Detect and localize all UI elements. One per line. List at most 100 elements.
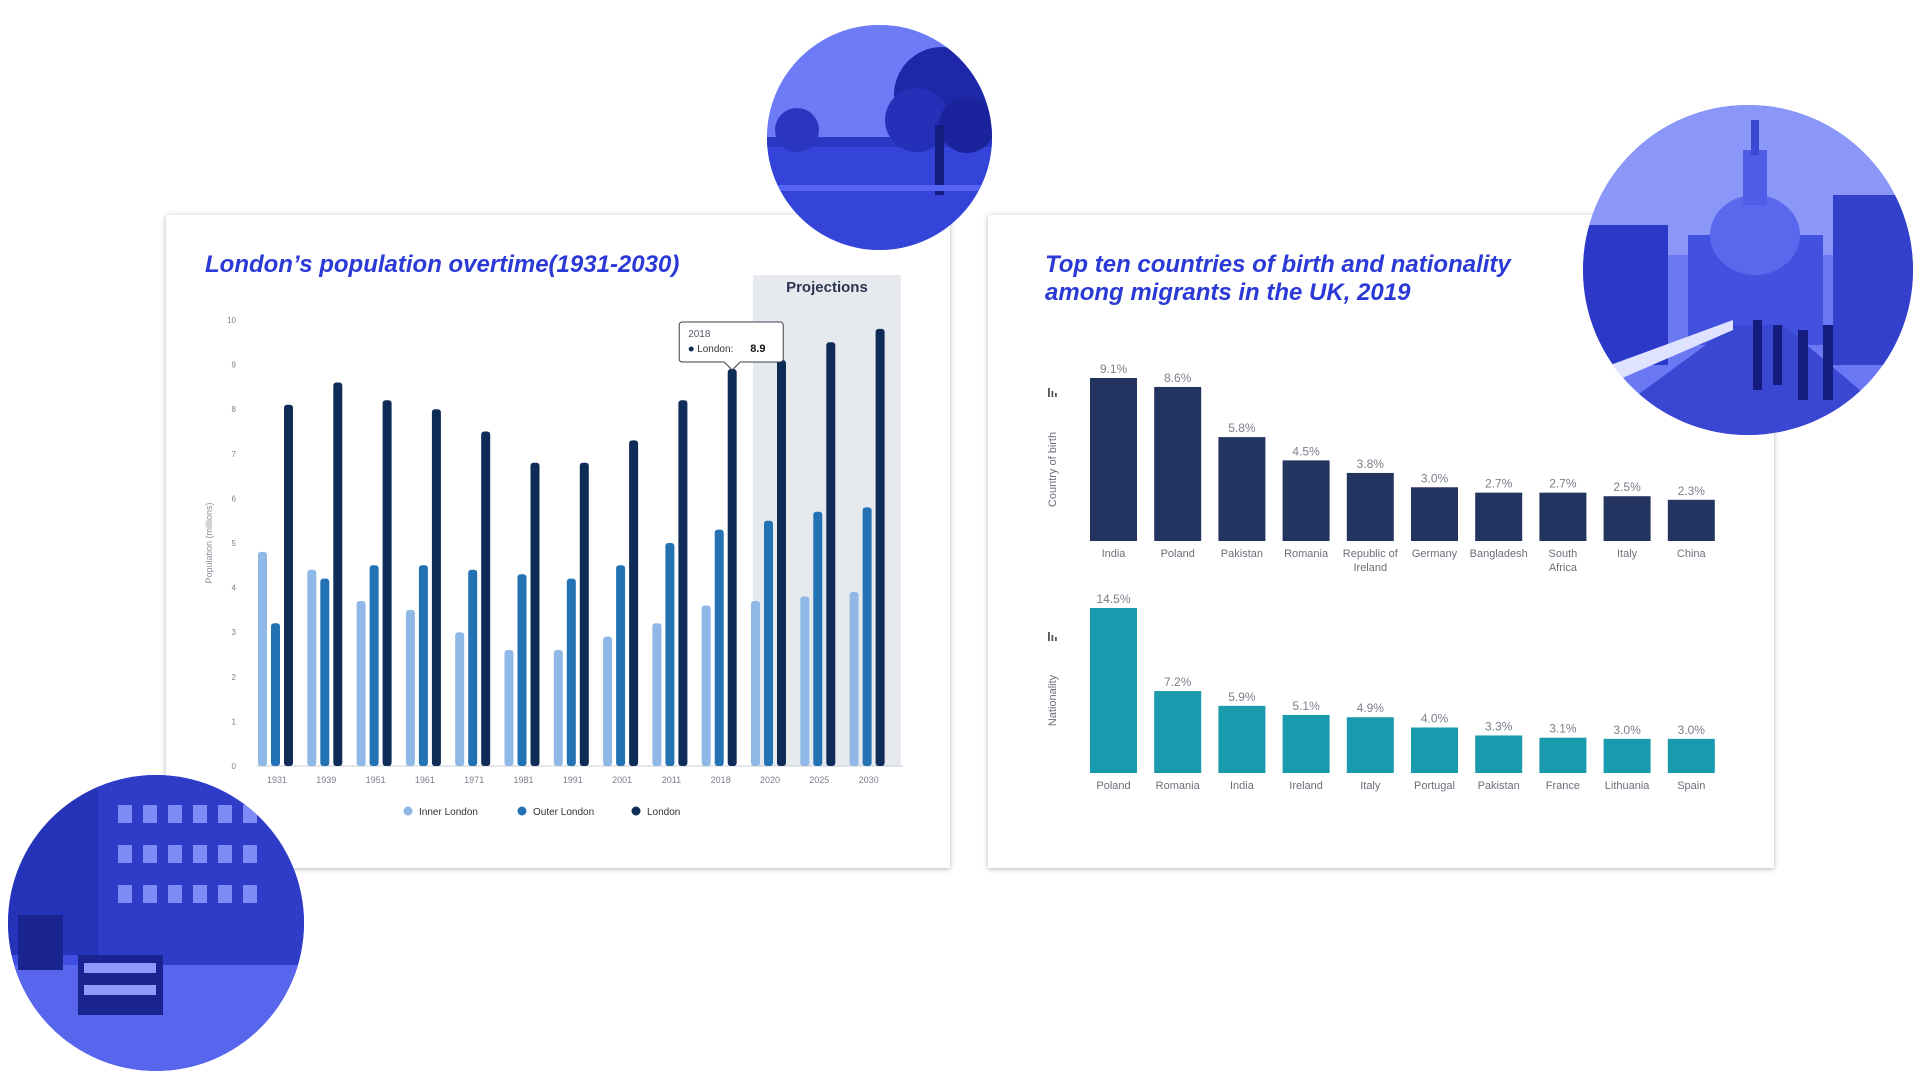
bar-spain [1667,738,1715,773]
category-label: Ireland [1353,562,1387,574]
population-bars [258,328,885,766]
bar-inner-london-2018 [701,605,711,766]
bar-india [1218,705,1266,773]
migrants-title-line1: Top ten countries of birth and nationali… [1045,251,1511,278]
bar-portugal [1411,727,1458,773]
tooltip-value: 8.9 [750,343,765,355]
x-tick-label: 1971 [464,775,484,785]
category-label: Republic of [1343,548,1399,560]
chart-legend[interactable]: Inner London Outer London London [403,806,681,819]
bar-italy [1346,717,1394,773]
y-tick-label: 3 [232,628,237,637]
bar-london-1981 [530,462,540,766]
bar-value-label: 2.7% [1549,477,1577,491]
tooltip-dot [688,346,694,352]
mini-chart-icon-bar [1048,632,1050,641]
london-street-photo [8,775,304,1071]
mini-chart-icon-bar [1048,388,1050,397]
legend-marker [517,806,527,816]
x-tick-label: 2020 [760,775,780,785]
population-tick-labels: 1931 1939 1951 1961 1971 1981 1991 2001 2011 2018… [267,775,879,785]
y-axis-title: Population (millions) [204,502,214,583]
bar-value-label: 5.8% [1228,421,1256,435]
mini-chart-icon-bar [1055,637,1057,641]
tooltip-series: London: [697,344,733,355]
category-label: Bangladesh [1470,548,1528,560]
mini-chart-icon-bar [1051,635,1054,641]
x-tick-label: 1991 [563,775,583,785]
bar-romania [1154,691,1202,773]
y-tick-label: 6 [232,494,237,503]
mini-chart-icon [1048,632,1057,641]
bar-london-2018 [727,369,737,766]
bar-london-1931 [284,404,293,766]
legend-label: Inner London [419,807,478,818]
bar-value-label: 3.3% [1485,719,1513,733]
bar-value-label: 7.2% [1164,675,1192,689]
x-tick-label: 1961 [415,775,435,785]
bar-france [1539,737,1587,773]
bar-value-label: 14.5% [1096,592,1130,606]
migrants-chart-title: Top ten countries of birth and nationali… [1045,251,1585,307]
bar-outer-london-1931 [271,623,280,766]
bar-inner-london-2011 [652,623,662,766]
category-label: Lithuania [1605,780,1651,792]
category-label: India [1230,780,1255,792]
mini-chart-icon [1048,388,1057,397]
y-tick-label: 0 [232,762,237,771]
bar-republic-of-ireland [1346,472,1394,541]
category-label: Italy [1360,780,1381,792]
bar-london-2020 [777,360,786,766]
y-tick-label: 4 [232,584,237,593]
bar-inner-london-2001 [603,636,613,766]
bar-lithuania [1603,738,1651,773]
bar-london-2025 [826,342,836,766]
bar-pakistan [1475,735,1523,773]
bar-poland [1154,386,1202,541]
bar-south-africa [1539,492,1587,541]
category-label: India [1102,548,1127,560]
bar-london-2030 [875,328,885,766]
y-tick-label: 9 [232,361,237,370]
bar-outer-london-1951 [369,565,379,766]
bar-inner-london-1939 [307,569,317,766]
category-label: Germany [1412,548,1458,560]
mini-chart-icon-bar [1055,393,1057,397]
bar-value-label: 2.3% [1678,484,1706,498]
y-tick-label: 8 [232,405,237,414]
bar-value-label: 4.5% [1292,444,1320,458]
country-of-birth-chart: 9.1% India 8.6% Poland 5.8% Pakistan 4.5% Roman… [1047,362,1715,574]
category-label: Pakistan [1221,548,1263,560]
legend-marker [631,806,641,816]
bar-london-1939 [333,382,343,766]
tooltip-category: 2018 [688,329,711,340]
bar-ireland [1282,714,1330,773]
bar-inner-london-1961 [405,609,415,766]
x-tick-label: 2001 [612,775,632,785]
bar-inner-london-1931 [258,551,267,766]
x-tick-label: 1939 [316,775,336,785]
bar-value-label: 3.0% [1613,723,1641,737]
bar-poland [1090,608,1137,773]
bar-value-label: 3.1% [1549,722,1577,736]
category-label: Ireland [1289,780,1323,792]
axis-title: Country of birth [1047,432,1059,507]
category-label: South [1549,548,1578,560]
projections-label: Projections [786,279,868,296]
bar-inner-london-2030 [849,592,859,766]
bar-value-label: 3.8% [1357,457,1385,471]
legend-label: London [647,807,680,818]
bar-inner-london-1981 [504,650,514,766]
bar-london-1991 [579,462,589,766]
bar-value-label: 4.0% [1421,711,1449,725]
category-label: Spain [1677,780,1705,792]
bar-inner-london-1991 [553,650,563,766]
bar-outer-london-1991 [566,578,576,766]
bar-outer-london-1961 [418,565,428,766]
bar-outer-london-2001 [616,565,626,766]
bar-inner-london-2025 [800,596,810,766]
bar-outer-london-1939 [320,578,330,766]
bar-value-label: 3.0% [1678,723,1706,737]
population-axes: 0 1 2 3 4 5 6 7 8 9 10 Population (millions) [204,316,903,771]
bar-london-1951 [382,400,392,766]
